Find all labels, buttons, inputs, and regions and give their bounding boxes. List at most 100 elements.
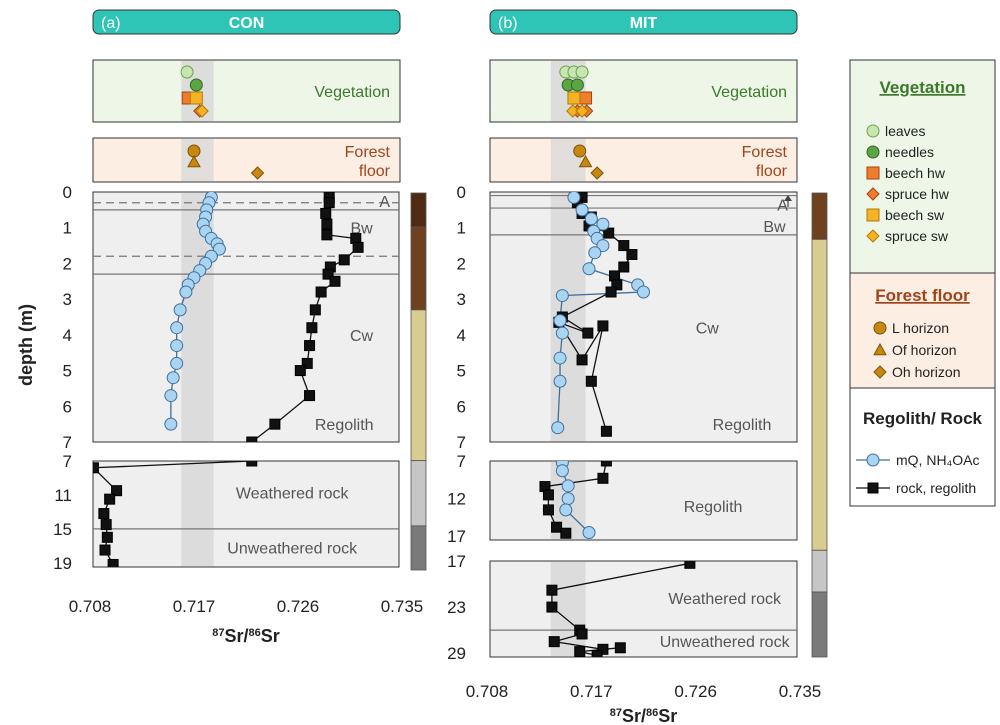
y-tick-label: 7 [63, 452, 72, 471]
horizon-bar-segment [811, 192, 828, 240]
depth-band [181, 462, 214, 566]
legend-rock-marker [867, 482, 879, 494]
rock-point [605, 286, 617, 298]
rock-point [269, 418, 281, 430]
vegetation-label: Vegetation [711, 84, 787, 101]
series-group [551, 192, 650, 437]
legend-rock-title: Regolith/ Rock [863, 409, 983, 428]
mq-point [561, 479, 575, 493]
y-tick-label: 4 [457, 326, 466, 345]
vegetation-point [575, 104, 589, 118]
mq-point [596, 239, 610, 253]
legend-item-label: L horizon [892, 320, 949, 336]
rock-point [352, 241, 364, 253]
rock-point [323, 197, 335, 209]
x-axis-label-part: 86 [249, 627, 261, 639]
y-tick-label: 29 [447, 644, 466, 663]
legend-item-label: leaves [885, 123, 925, 139]
rock-point [542, 504, 554, 516]
horizon-bar-segment [811, 238, 828, 551]
rock-point [576, 354, 588, 366]
x-tick-label: 0.717 [570, 682, 613, 701]
rock-point [591, 649, 603, 657]
rock-point [574, 646, 586, 657]
horizon-bar-segment [410, 226, 427, 311]
y-tick-label: 3 [63, 290, 72, 309]
forest-floor-point [573, 144, 587, 158]
horizon-label: Regolith [684, 499, 743, 516]
horizon-bar-segment [811, 549, 828, 593]
y-tick-label: 6 [457, 397, 466, 416]
horizon-label: Regolith [315, 417, 374, 434]
y-tick-label: 0 [457, 183, 466, 202]
mq-point [559, 503, 573, 517]
depth-panel [489, 560, 798, 658]
horizon-label: Weathered rock [236, 485, 350, 502]
horizon-label: Unweathered rock [227, 540, 358, 557]
horizon-bar-segment [410, 309, 427, 462]
mq-point [584, 212, 598, 226]
rock-point [618, 240, 630, 252]
forest-floor-box [92, 137, 401, 183]
rock-point [93, 462, 99, 474]
x-axis-label-part: 86 [646, 707, 658, 719]
horizon-label: A [777, 198, 788, 215]
y-tick-label: 0 [63, 183, 72, 202]
rock-point [597, 643, 609, 655]
horizon-label: Weathered rock [668, 591, 782, 608]
rock-point [600, 461, 612, 467]
panel-header [92, 9, 401, 35]
mq-point [555, 464, 569, 478]
legend-marker [866, 166, 880, 180]
mq-point [582, 525, 596, 539]
legend-marker [873, 365, 887, 379]
depth-panel [92, 191, 400, 443]
rock-point [338, 254, 350, 266]
rock-point [246, 461, 258, 467]
legend-item-label: Of horizon [892, 342, 957, 358]
y-tick-label: 1 [63, 219, 72, 238]
y-tick-label: 2 [457, 254, 466, 273]
horizon-label: Unweathered rock [660, 634, 791, 651]
legend-marker [873, 321, 887, 335]
mq-point [588, 246, 602, 260]
mq-point [164, 417, 178, 431]
y-tick-label: 19 [53, 554, 72, 573]
rock-point [322, 268, 334, 280]
rock-point [304, 390, 316, 402]
mq-point [173, 303, 187, 317]
y-tick-label: 23 [447, 598, 466, 617]
horizon-bar-segment [410, 192, 427, 228]
x-tick-label: 0.726 [277, 597, 320, 616]
rock-point [320, 207, 332, 219]
rock-point [246, 436, 258, 442]
y-tick-label: 15 [53, 520, 72, 539]
depth-panel [92, 460, 400, 568]
mq-point [567, 192, 581, 204]
rock-point [582, 327, 594, 339]
panel-title: CON [229, 15, 265, 32]
rock-point [597, 472, 609, 484]
rock-point [611, 279, 623, 291]
horizon-label: Bw [763, 219, 786, 236]
rock-point [597, 320, 609, 332]
vegetation-point [579, 91, 593, 105]
y-tick-label: 4 [63, 326, 72, 345]
forest-floor-point [590, 166, 604, 180]
y-tick-label: 2 [63, 254, 72, 273]
vegetation-point [567, 91, 581, 105]
mq-point [582, 262, 596, 276]
horizon-label: Regolith [713, 417, 772, 434]
mq-point [166, 371, 180, 385]
rock-point [542, 489, 554, 501]
mq-point [637, 285, 650, 299]
forest-floor-label: floor [359, 163, 391, 180]
mq-point [164, 389, 178, 403]
rock-point [618, 261, 630, 273]
forest-floor-point [578, 154, 593, 168]
x-axis-label-part: Sr/ [224, 626, 248, 646]
rock-point [315, 286, 327, 298]
y-tick-label: 7 [63, 433, 72, 452]
y-tick-label: 7 [457, 452, 466, 471]
